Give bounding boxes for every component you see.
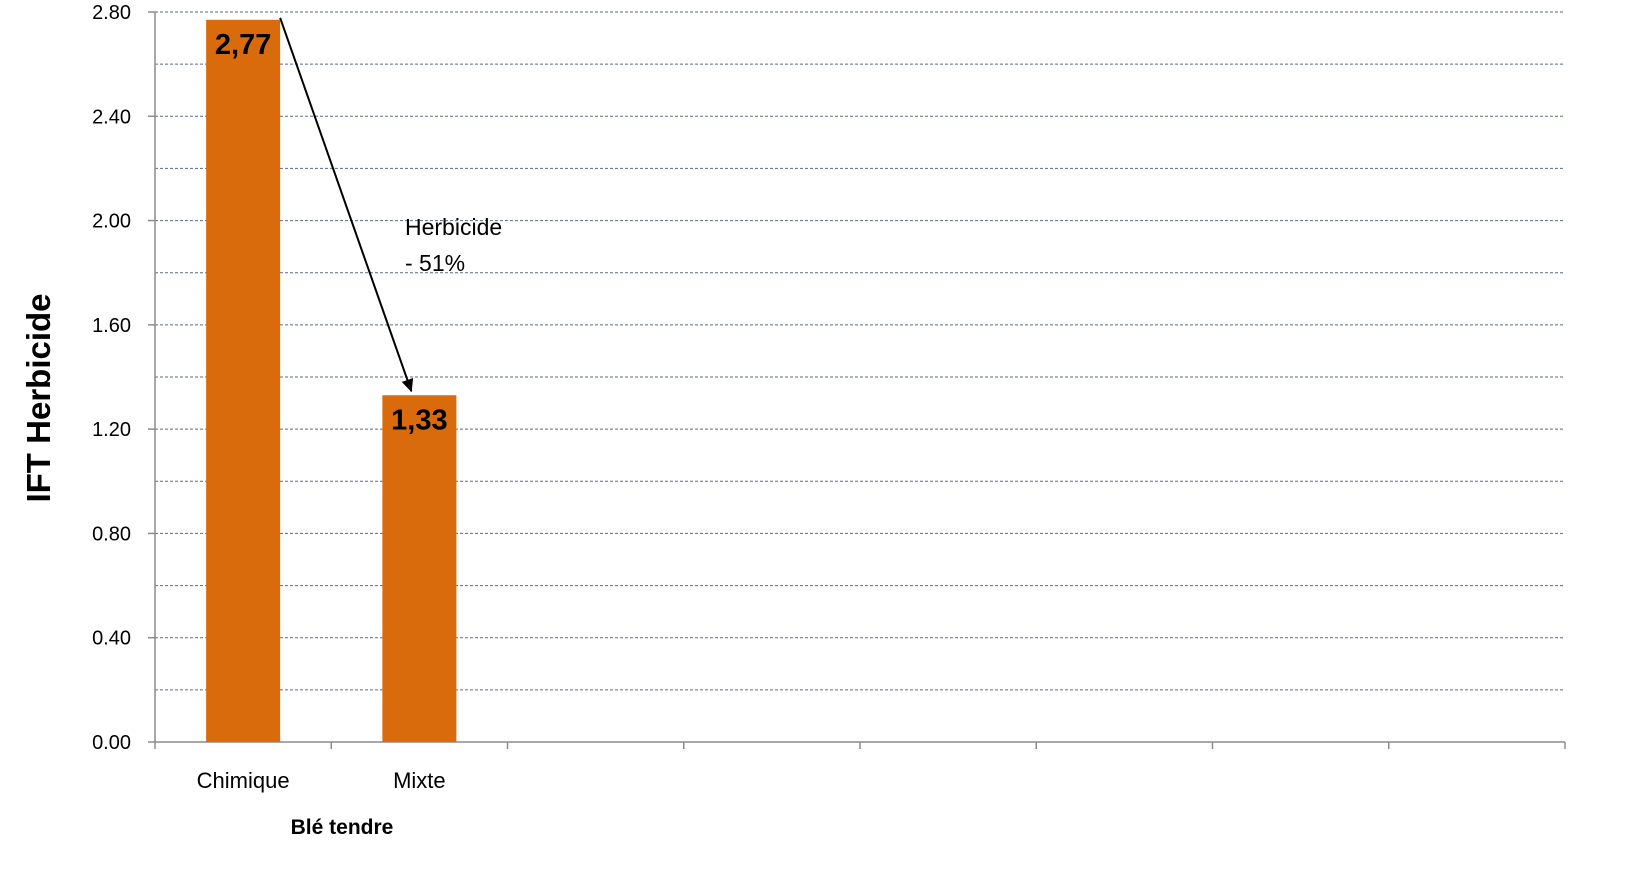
bar-mixte: [382, 395, 457, 742]
reduction-arrow: [279, 17, 414, 393]
y-tick-label: 0.40: [92, 628, 131, 650]
y-tick-label: 1.60: [92, 315, 131, 337]
y-tick-label: 0.00: [92, 732, 131, 754]
labels: 0.00 0.40 0.80 1.20 1.60 2.00 2.40 2.80 2,77 Chim…: [92, 2, 448, 793]
y-axis-label: IFT Herbicide: [20, 293, 57, 502]
x-category-label: Chimique: [197, 768, 290, 793]
y-tick-label: 2.80: [92, 2, 131, 24]
y-tick-label: 1.20: [92, 419, 131, 441]
bar-chimique: [206, 19, 281, 743]
x-category-label: Mixte: [393, 768, 446, 793]
annotation-line2: - 51%: [405, 250, 465, 276]
data-label-chimique: 2,77: [215, 29, 271, 61]
bars: [206, 19, 457, 743]
y-tick-label: 0.80: [92, 523, 131, 545]
gridlines: [155, 11, 1565, 691]
y-tick-label: 2.40: [92, 106, 131, 128]
reduction-annotation: Herbicide - 51%: [279, 17, 502, 393]
data-label-mixte: 1,33: [391, 404, 447, 436]
y-tick-label: 2.00: [92, 211, 131, 233]
x-group-label: Blé tendre: [291, 816, 394, 839]
annotation-line1: Herbicide: [405, 214, 502, 240]
axes: [148, 11, 1566, 749]
